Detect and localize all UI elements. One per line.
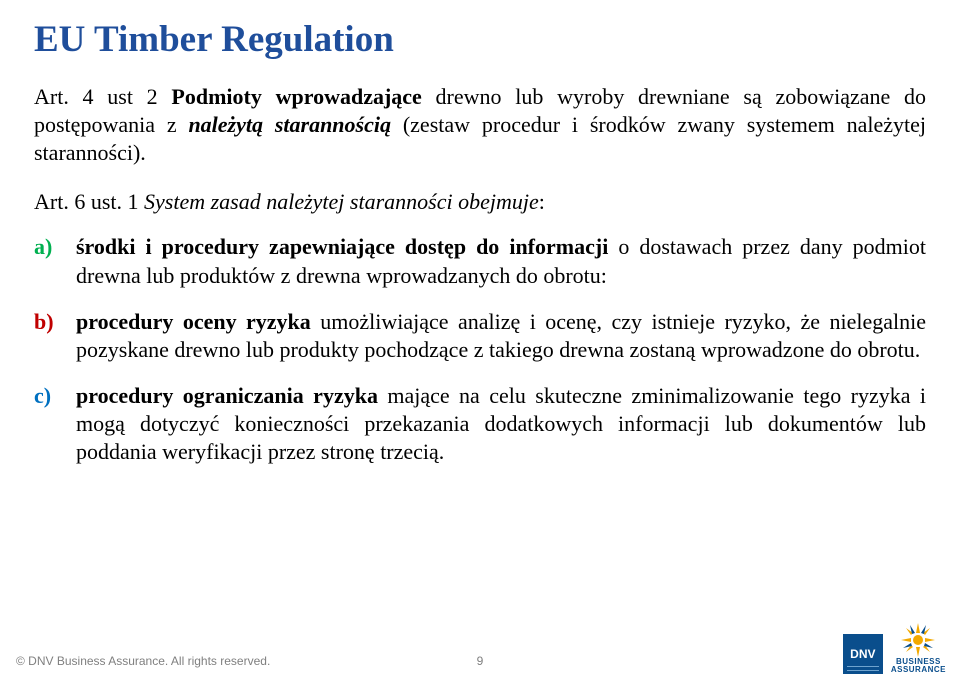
marker-a: a) <box>34 233 76 289</box>
list-item-c: c) procedury ograniczania ryzyka mające … <box>34 382 926 466</box>
list-item-a: a) środki i procedury zapewniające dostę… <box>34 233 926 289</box>
intro-prefix: Art. 4 ust 2 <box>34 84 171 109</box>
marker-c: c) <box>34 382 76 466</box>
item-b-lead: procedury oceny ryzyka <box>76 309 311 334</box>
intro-bold-italic: należytą starannością <box>188 112 391 137</box>
item-c-body: procedury ograniczania ryzyka mające na … <box>76 382 926 466</box>
ba-line2: ASSURANCE <box>891 666 946 674</box>
list-item-b: b) procedury oceny ryzyka umożliwiające … <box>34 308 926 364</box>
subhead-italic: System zasad należytej staranności obejm… <box>144 189 539 214</box>
article-4-intro: Art. 4 ust 2 Podmioty wprowadzające drew… <box>34 83 926 167</box>
subhead-lead: Art. 6 ust. 1 <box>34 189 144 214</box>
item-a-body: środki i procedury zapewniające dostęp d… <box>76 233 926 289</box>
sunburst-icon <box>901 623 935 657</box>
item-c-lead: procedury ograniczania ryzyka <box>76 383 378 408</box>
footer-logos: DNV <box>843 623 946 674</box>
item-a-lead: środki i procedury zapewniające dostęp d… <box>76 234 608 259</box>
page-title: EU Timber Regulation <box>34 18 926 61</box>
item-b-body: procedury oceny ryzyka umożliwiające ana… <box>76 308 926 364</box>
footer: © DNV Business Assurance. All rights res… <box>0 626 960 680</box>
marker-b: b) <box>34 308 76 364</box>
intro-bold: Podmioty wprowadzające <box>171 84 421 109</box>
dnv-logo-icon: DNV <box>843 634 883 674</box>
article-6-subhead: Art. 6 ust. 1 System zasad należytej sta… <box>34 189 926 215</box>
subhead-tail: : <box>539 189 545 214</box>
footer-page-number: 9 <box>477 654 484 668</box>
dnv-logo-label: DNV <box>850 647 875 661</box>
business-assurance-logo-icon: BUSINESS ASSURANCE <box>891 623 946 674</box>
requirements-list: a) środki i procedury zapewniające dostę… <box>34 233 926 466</box>
footer-copyright: © DNV Business Assurance. All rights res… <box>16 654 270 668</box>
